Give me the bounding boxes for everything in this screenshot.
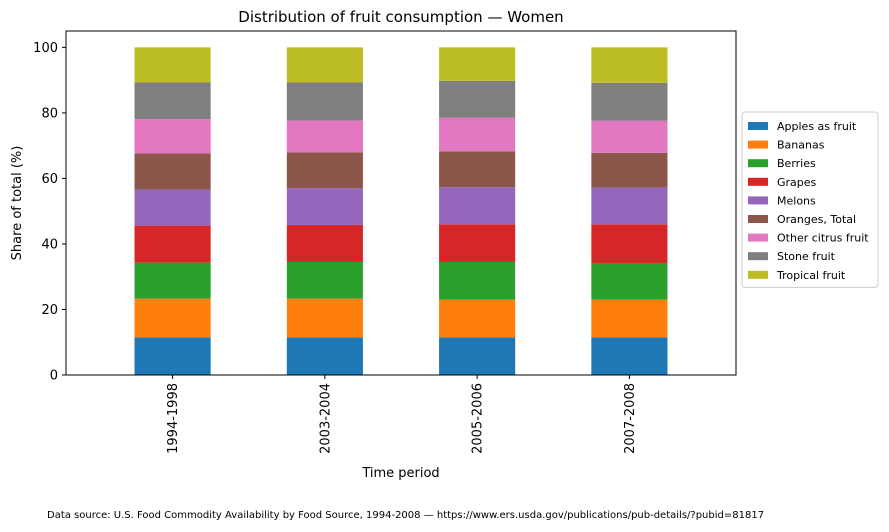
x-axis: 1994-1998 2003-2004 2005-2006 2007-2008 bbox=[166, 375, 638, 454]
bar-segment-1-1 bbox=[286, 298, 363, 338]
y-axis: 0 20 40 60 80 100 bbox=[33, 41, 66, 384]
bar-segment-3-4 bbox=[591, 187, 668, 225]
y-tick-label-3: 60 bbox=[41, 172, 58, 187]
data-source-note: Data source: U.S. Food Commodity Availab… bbox=[47, 510, 765, 521]
bar-segment-1-4 bbox=[286, 188, 363, 225]
bar-segment-1-5 bbox=[286, 152, 363, 189]
bar-segment-3-0 bbox=[591, 337, 668, 375]
legend-swatch-2 bbox=[748, 159, 768, 168]
legend-swatch-6 bbox=[748, 233, 768, 242]
bar-segment-2-0 bbox=[439, 337, 516, 375]
bar-segment-0-6 bbox=[134, 119, 211, 154]
bar-segment-3-5 bbox=[591, 152, 668, 188]
bar-segment-0-1 bbox=[134, 298, 211, 338]
bar-segment-1-2 bbox=[286, 261, 363, 299]
legend-label-3: Grapes bbox=[777, 176, 817, 189]
y-axis-title: Share of total (%) bbox=[10, 146, 25, 261]
bar-segment-3-6 bbox=[591, 120, 668, 153]
bar-segment-2-5 bbox=[439, 151, 516, 188]
bar-segment-0-0 bbox=[134, 337, 211, 375]
legend-label-8: Tropical fruit bbox=[776, 269, 846, 282]
bar-segment-3-2 bbox=[591, 262, 668, 300]
bar-segment-0-7 bbox=[134, 82, 211, 120]
legend-label-5: Oranges, Total bbox=[777, 213, 856, 226]
legend-label-4: Melons bbox=[777, 194, 816, 207]
y-tick-label-0: 0 bbox=[50, 369, 58, 384]
x-axis-title: Time period bbox=[361, 466, 439, 481]
legend-label-6: Other citrus fruit bbox=[777, 232, 869, 245]
x-tick-label-2: 2005-2006 bbox=[471, 383, 486, 454]
legend-swatch-3 bbox=[748, 177, 768, 186]
bar-segment-0-3 bbox=[134, 225, 211, 263]
legend-swatch-8 bbox=[748, 270, 768, 279]
y-tick-label-2: 40 bbox=[41, 237, 58, 252]
legend-label-7: Stone fruit bbox=[777, 250, 836, 263]
bar-segment-2-1 bbox=[439, 299, 516, 338]
legend-swatch-1 bbox=[748, 140, 768, 149]
x-tick-label-0: 1994-1998 bbox=[166, 383, 181, 454]
bar-segment-2-7 bbox=[439, 80, 516, 118]
legend-swatch-7 bbox=[748, 252, 768, 261]
bar-segment-2-6 bbox=[439, 117, 516, 152]
bar-segment-3-8 bbox=[591, 47, 668, 83]
bar-segment-1-3 bbox=[286, 224, 363, 262]
legend: Apples as fruit Bananas Berries Grapes Melon… bbox=[741, 111, 879, 288]
bar-segment-2-4 bbox=[439, 187, 516, 225]
bar-segment-1-0 bbox=[286, 337, 363, 375]
plot-frame bbox=[65, 30, 737, 376]
bar-segment-3-3 bbox=[591, 224, 668, 263]
legend-swatch-0 bbox=[748, 122, 768, 130]
bar-segment-3-1 bbox=[591, 299, 668, 338]
y-tick-label-5: 100 bbox=[33, 41, 58, 56]
x-tick-label-1: 2003-2004 bbox=[318, 383, 333, 454]
x-tick-label-3: 2007-2008 bbox=[623, 383, 638, 454]
bar-segment-3-7 bbox=[591, 82, 668, 121]
bar-segment-1-8 bbox=[286, 47, 363, 83]
legend-label-1: Bananas bbox=[777, 139, 825, 152]
legend-label-0: Apples as fruit bbox=[777, 120, 857, 133]
bar-segment-1-6 bbox=[286, 120, 363, 153]
bar-segment-2-8 bbox=[439, 47, 516, 81]
bar-segment-0-8 bbox=[134, 47, 211, 83]
y-tick-label-1: 20 bbox=[41, 303, 58, 318]
bar-segment-0-2 bbox=[134, 262, 211, 299]
bar-segment-0-4 bbox=[134, 189, 211, 226]
bar-stack-group bbox=[134, 47, 668, 375]
y-tick-label-4: 80 bbox=[41, 106, 58, 121]
bar-segment-1-7 bbox=[286, 82, 363, 121]
chart-title: Distribution of fruit consumption — Wome… bbox=[238, 8, 563, 26]
bar-segment-2-3 bbox=[439, 224, 516, 262]
legend-swatch-4 bbox=[748, 196, 768, 205]
legend-label-2: Berries bbox=[777, 157, 816, 170]
legend-swatch-5 bbox=[748, 215, 768, 223]
bar-segment-2-2 bbox=[439, 261, 516, 300]
bar-segment-0-5 bbox=[134, 153, 211, 190]
legend-frame bbox=[741, 111, 879, 288]
